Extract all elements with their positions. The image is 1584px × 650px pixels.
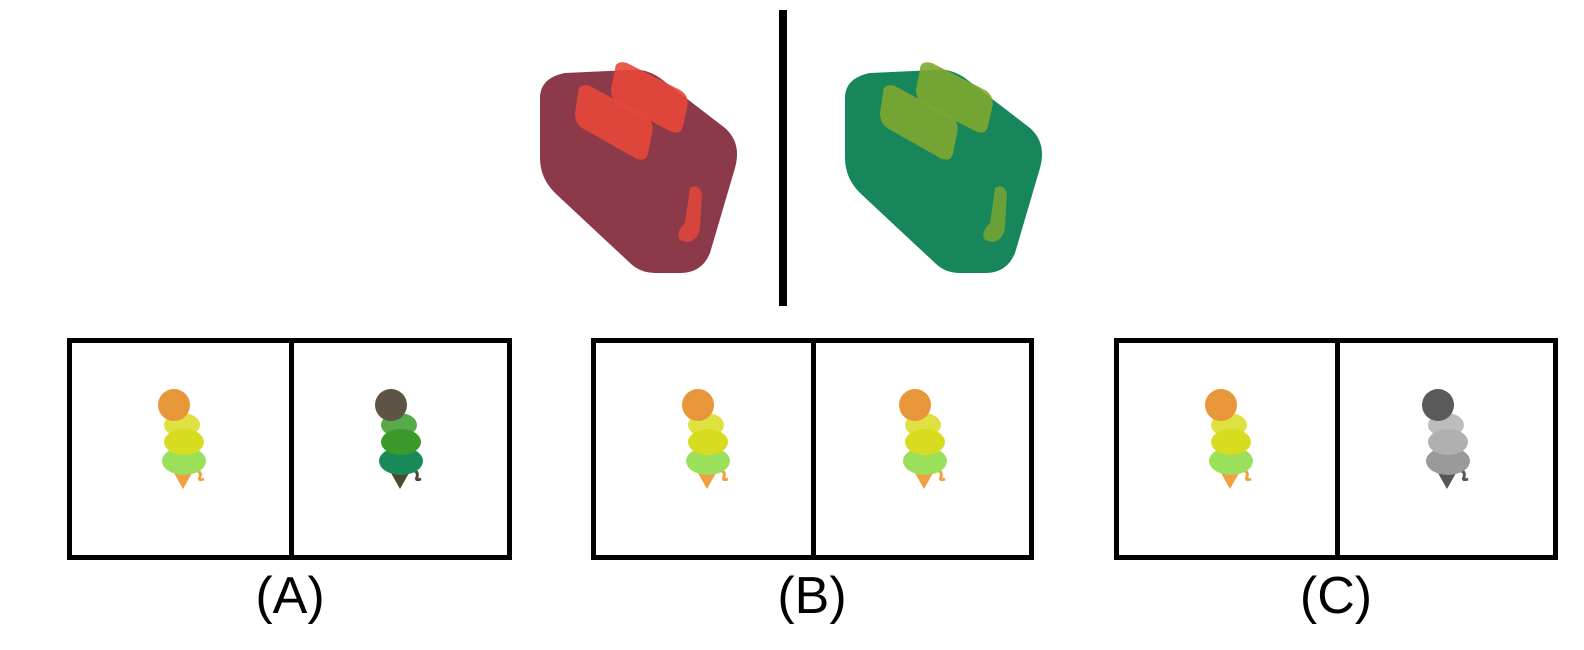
option-a-label: (A): [255, 567, 325, 625]
cone-tip: [1221, 473, 1239, 489]
option-c-box[interactable]: [1114, 338, 1558, 560]
option-b-box[interactable]: [591, 338, 1034, 560]
scoop-bottom: [162, 447, 206, 475]
option-c-left-icecream-icon: [1205, 389, 1253, 489]
scoop-top: [158, 389, 190, 421]
scoop-top: [375, 389, 407, 421]
option-a-divider: [289, 343, 294, 555]
option-b-right-icecream-icon: [899, 389, 947, 489]
cone-tip: [915, 473, 933, 489]
example-pair-figure: [540, 62, 1043, 273]
option-b-label: (B): [777, 567, 847, 625]
scoop-bottom: [1209, 447, 1253, 475]
option-a-left-icecream-icon: [158, 389, 206, 489]
scoop-bottom: [903, 447, 947, 475]
scoop-bottom: [379, 447, 423, 475]
scoop-top: [1205, 389, 1237, 421]
cone-tip: [174, 473, 192, 489]
scoop-bottom: [686, 447, 730, 475]
right-toaster-icon: [845, 62, 1043, 273]
scoop-bottom: [1426, 447, 1470, 475]
cone-tip: [698, 473, 716, 489]
scoop-top: [1422, 389, 1454, 421]
scoop-top: [899, 389, 931, 421]
left-toaster-icon: [540, 62, 738, 273]
option-a-right-icecream-icon: [375, 389, 423, 489]
option-c-label: (C): [1299, 567, 1373, 625]
option-b-divider: [811, 343, 816, 555]
cone-tip: [391, 473, 409, 489]
example-divider: [779, 10, 787, 306]
scoop-top: [682, 389, 714, 421]
option-c-right-icecream-icon: [1422, 389, 1470, 489]
option-a-box[interactable]: [67, 338, 512, 560]
option-b-left-icecream-icon: [682, 389, 730, 489]
option-c-divider: [1335, 343, 1340, 555]
cone-tip: [1438, 473, 1456, 489]
